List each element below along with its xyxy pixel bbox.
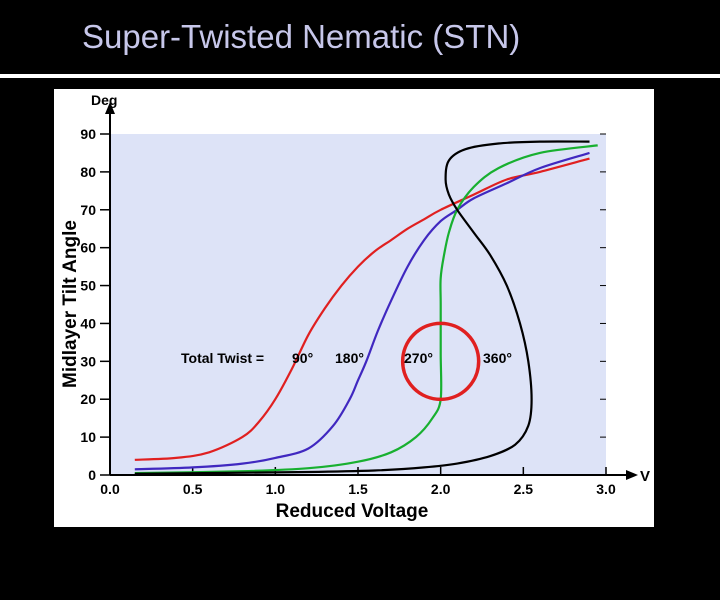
y-tick-label: 40 — [80, 315, 96, 331]
y-tick-label: 90 — [80, 126, 96, 142]
x-tick-label: 0.5 — [183, 481, 203, 497]
slide-title: Super-Twisted Nematic (STN) — [82, 18, 521, 55]
x-tick-label: 1.5 — [348, 481, 368, 497]
series-line — [134, 144, 598, 475]
x-tick-label: 1.0 — [266, 481, 286, 497]
y-tick-label: 10 — [80, 429, 96, 445]
y-tick-label: 80 — [80, 164, 96, 180]
x-tick-label: 2.5 — [514, 481, 534, 497]
chart-figure: 0.0 0.5 1.0 1.5 2.0 2.5 3.0 0 10 20 30 40 50 60 70 80 90… — [54, 89, 706, 599]
title-divider — [0, 74, 720, 78]
y-axis-arrow — [105, 102, 115, 114]
highlight-circle — [400, 321, 481, 402]
tilt-angle-chart: 0.0 0.5 1.0 1.5 2.0 2.5 3.0 0 10 20 30 40 50 60 70 80 90… — [60, 92, 650, 522]
y-tick-label: 0 — [88, 467, 96, 483]
x-unit-label: V — [640, 468, 650, 485]
series-line — [134, 140, 590, 475]
series-label: 360° — [483, 350, 512, 366]
series-line — [134, 157, 590, 461]
y-tick-label: 70 — [80, 202, 96, 218]
x-tick-label: 0.0 — [100, 481, 120, 497]
total-twist-annotation: Total Twist = — [181, 350, 264, 366]
y-tick-label: 30 — [80, 353, 96, 369]
y-tick-label: 20 — [80, 391, 96, 407]
series-line — [134, 151, 590, 471]
x-axis-title: Reduced Voltage — [276, 501, 429, 522]
series-label: 180° — [335, 350, 364, 366]
series-layer — [134, 140, 598, 475]
series-label: 270° — [404, 350, 433, 366]
y-tick-label: 50 — [80, 278, 96, 294]
slide-number: 27 — [694, 585, 706, 599]
plot-area — [110, 134, 606, 475]
x-tick-label: 2.0 — [431, 481, 451, 497]
x-tick-label: 3.0 — [596, 481, 616, 497]
tick-layer: 0.0 0.5 1.0 1.5 2.0 2.5 3.0 0 10 20 30 40 50 60 70 80 90 — [80, 126, 616, 497]
x-axis-arrow — [626, 470, 638, 480]
y-axis-title: Midlayer Tilt Angle — [60, 220, 81, 388]
series-label-layer: 90° 180° 270° 360° — [292, 350, 512, 366]
y-unit-label: Deg — [91, 92, 117, 108]
series-label: 90° — [292, 350, 313, 366]
y-tick-label: 60 — [80, 240, 96, 256]
